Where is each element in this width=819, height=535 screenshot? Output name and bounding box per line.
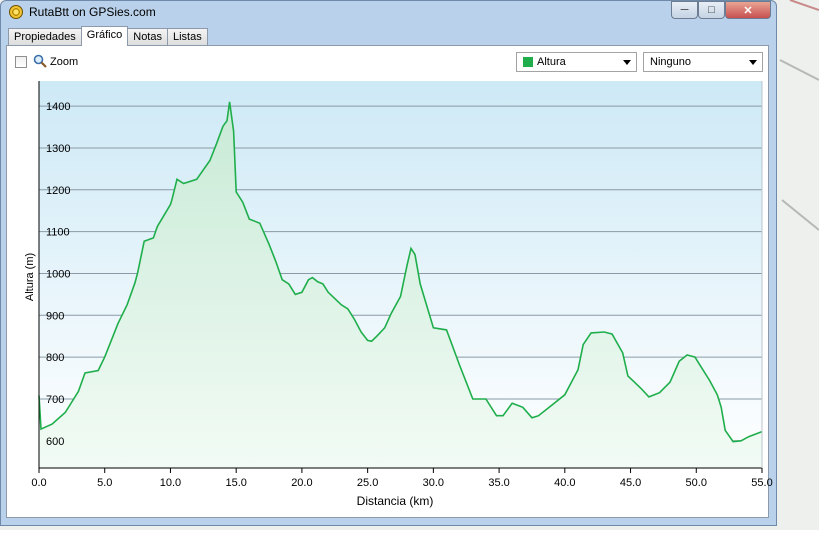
y-tick-label: 900 (46, 310, 64, 322)
elevation-line (38, 101, 763, 443)
x-tick-label: 25.0 (357, 477, 378, 489)
x-tick-label: 35.0 (488, 477, 509, 489)
close-icon: ✕ (743, 4, 753, 17)
x-tick-label: 5.0 (97, 477, 112, 489)
y-axis-label: Altura (m) (24, 253, 36, 301)
close-button[interactable]: ✕ (725, 1, 771, 19)
x-axis-label: Distancia (km) (357, 494, 434, 508)
zoom-label: Zoom (50, 56, 79, 68)
x-tick-label: 30.0 (423, 477, 444, 489)
x-tick-label: 10.0 (160, 477, 181, 489)
chevron-down-icon (623, 60, 631, 65)
elevation-area (39, 101, 762, 469)
chevron-down-icon (749, 60, 757, 65)
minimize-button[interactable]: ─ (671, 1, 698, 19)
x-tick-label: 45.0 (620, 477, 641, 489)
y-tick-label: 1000 (46, 268, 70, 280)
y-tick-label: 800 (46, 352, 64, 364)
tab-listas[interactable]: Listas (167, 28, 208, 46)
y-tick-label: 1100 (46, 227, 70, 239)
x-tick-label: 15.0 (225, 477, 246, 489)
maximize-button[interactable]: □ (698, 1, 725, 19)
x-tick-label: 20.0 (291, 477, 312, 489)
title-bar[interactable]: RutaBtt on GPSies.com ─ □ ✕ (1, 1, 776, 23)
series-select[interactable]: Altura (516, 52, 637, 72)
zoom-checkbox[interactable] (15, 56, 27, 68)
x-tick-label: 40.0 (554, 477, 575, 489)
minimize-icon: ─ (680, 4, 689, 16)
series-select-value: Altura (537, 56, 566, 68)
tab-strip: Propiedades Gráfico Notas Listas (8, 26, 208, 46)
y-tick-label: 1300 (46, 143, 70, 155)
y-tick-label: 1400 (46, 101, 70, 113)
window-title: RutaBtt on GPSies.com (29, 5, 156, 19)
tab-grafico[interactable]: Gráfico (80, 26, 129, 46)
series-color-swatch (523, 57, 533, 67)
secondary-series-select[interactable]: Ninguno (643, 52, 763, 72)
x-tick-label: 50.0 (686, 477, 707, 489)
magnifier-icon (33, 54, 47, 68)
x-tick-label: 0.0 (31, 477, 46, 489)
app-logo-icon (9, 5, 23, 19)
secondary-select-value: Ninguno (650, 56, 691, 68)
x-tick-label: 55.0 (751, 477, 772, 489)
y-tick-label: 600 (46, 436, 64, 448)
y-tick-label: 700 (46, 394, 64, 406)
maximize-icon: □ (708, 4, 715, 16)
y-tick-label: 1200 (46, 185, 70, 197)
